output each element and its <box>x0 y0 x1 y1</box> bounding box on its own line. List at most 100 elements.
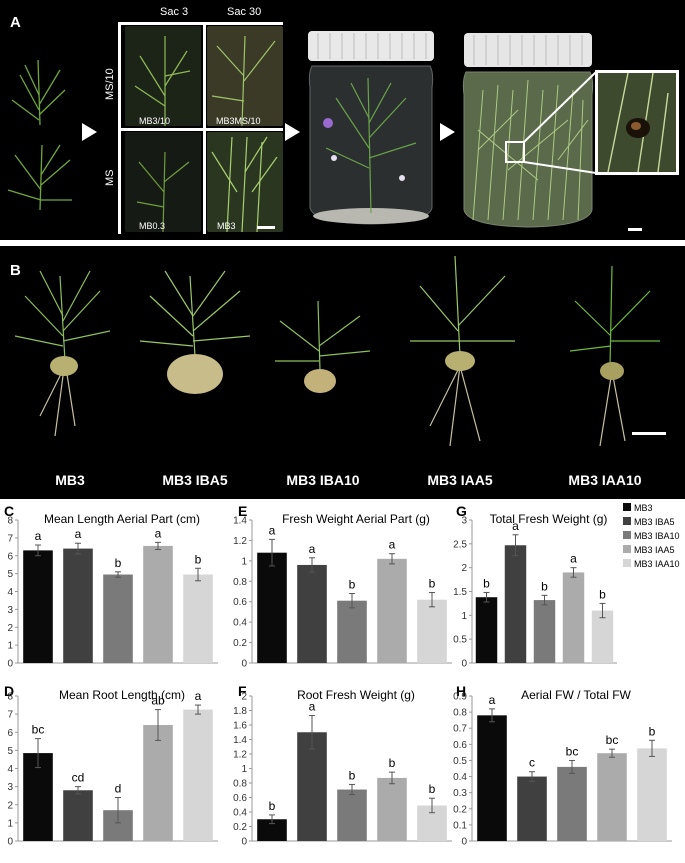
significance-letter: ab <box>151 694 165 708</box>
significance-letter: b <box>649 724 656 738</box>
y-tick-label: 3 <box>7 782 13 793</box>
significance-letter: d <box>115 782 122 796</box>
significance-letter: a <box>389 538 396 552</box>
y-tick-label: 0 <box>461 837 467 848</box>
chart-panel-label: D <box>4 683 14 699</box>
y-tick-label: 2 <box>241 692 247 703</box>
plant-mb3 <box>14 270 111 437</box>
bar <box>557 766 587 841</box>
y-tick-label: 1 <box>241 556 247 567</box>
bar <box>533 600 556 663</box>
explant-photo <box>0 50 78 220</box>
col-label-sac3: Sac 3 <box>160 6 189 18</box>
y-tick-label: 2.5 <box>453 539 467 550</box>
legend-label: MB3 IBA10 <box>634 531 680 541</box>
chart-panel-label: E <box>238 503 247 519</box>
bar <box>562 572 585 663</box>
panel-a-label: A <box>10 14 21 31</box>
y-tick-label: 0.2 <box>233 822 247 833</box>
bar <box>143 545 173 663</box>
significance-letter: cd <box>72 771 85 785</box>
plant-label-1: MB3 <box>55 472 85 488</box>
y-tick-label: 0.7 <box>453 724 467 735</box>
significance-letter: b <box>349 768 356 782</box>
y-tick-label: 3 <box>7 605 13 616</box>
y-tick-label: 0.5 <box>453 756 467 767</box>
bar <box>257 552 287 663</box>
explant-illustration <box>7 59 72 211</box>
bar <box>377 777 407 841</box>
legend-swatch <box>623 545 631 553</box>
y-tick-label: 1.5 <box>453 587 467 598</box>
significance-letter: b <box>541 579 548 593</box>
cell-label-3: MB0.3 <box>139 221 166 231</box>
significance-letter: b <box>115 556 122 570</box>
significance-letter: a <box>570 552 577 566</box>
y-tick-label: 1.4 <box>233 516 247 527</box>
plant-label-5: MB3 IAA10 <box>568 472 642 488</box>
bar <box>297 732 327 841</box>
plant-label-3: MB3 IBA10 <box>286 472 360 488</box>
significance-letter: b <box>269 799 276 813</box>
jar-photo-2 <box>458 30 598 230</box>
bar <box>337 600 367 663</box>
y-tick-label: 1.2 <box>233 750 247 761</box>
y-tick-label: 1 <box>241 764 247 775</box>
y-tick-label: 2 <box>461 563 467 574</box>
legend-label: MB3 IBA5 <box>634 517 675 527</box>
significance-letter: b <box>429 782 436 796</box>
y-tick-label: 0.2 <box>453 804 467 815</box>
bar-charts: C Mean Length Aerial Part (cm) 0 1 2 3 4 5 6 7 8 a a… <box>4 503 680 848</box>
significance-letter: b <box>195 552 202 566</box>
significance-letter: c <box>529 756 535 770</box>
chart-panel-label: C <box>4 503 14 519</box>
significance-letter: b <box>389 756 396 770</box>
y-tick-label: 4 <box>7 764 13 775</box>
arrow-right-icon <box>440 123 455 141</box>
bar <box>63 548 93 663</box>
y-tick-label: 0.1 <box>453 820 467 831</box>
y-tick-label: 0 <box>461 659 467 670</box>
y-tick-label: 0.4 <box>233 808 247 819</box>
chart-panel-label: F <box>238 683 247 699</box>
plant-mb3-iaa10 <box>569 265 660 446</box>
panel-a: A MB3/10 MB3MS/10 MB0.3 MB3 S <box>0 0 685 240</box>
y-tick-label: 6 <box>7 728 13 739</box>
y-tick-label: 1.4 <box>233 735 247 746</box>
significance-letter: a <box>75 527 82 541</box>
plant-label-2: MB3 IBA5 <box>162 472 228 488</box>
legend-swatch <box>623 503 631 511</box>
y-tick-label: 0 <box>241 659 247 670</box>
bar <box>504 545 527 663</box>
bar <box>517 776 547 841</box>
legend-label: MB3 IAA10 <box>634 559 680 569</box>
y-tick-label: 6 <box>7 551 13 562</box>
significance-letter: a <box>195 689 202 703</box>
bar <box>23 550 53 663</box>
y-tick-label: 7 <box>7 533 13 544</box>
y-tick-label: 0.4 <box>453 772 467 783</box>
y-tick-label: 1 <box>461 611 467 622</box>
cell-label-4: MB3 <box>217 221 236 231</box>
legend-swatch <box>623 517 631 525</box>
y-tick-label: 3 <box>461 516 467 527</box>
significance-letter: bc <box>32 723 45 737</box>
y-tick-label: 1.2 <box>233 536 247 547</box>
significance-letter: a <box>512 519 519 533</box>
row-label-ms: MS <box>104 169 116 187</box>
significance-letter: bc <box>606 733 619 747</box>
bar <box>257 819 287 841</box>
y-tick-label: 0 <box>241 837 247 848</box>
panel-b: B MB3 MB3 IBA5 MB3 IBA10 MB3 IAA5 MB3 IA… <box>0 246 685 499</box>
zoom-inset <box>595 70 679 175</box>
bar <box>183 709 213 841</box>
legend-swatch <box>623 531 631 539</box>
cell-label-2: MB3MS/10 <box>216 116 261 126</box>
y-tick-label: 0.8 <box>453 708 467 719</box>
y-tick-label: 1 <box>7 818 13 829</box>
col-label-sac30: Sac 30 <box>227 6 262 18</box>
bar <box>337 789 367 841</box>
plant-mb3-iba5 <box>139 270 251 357</box>
chart-title: Total Fresh Weight (g) <box>490 512 608 526</box>
y-tick-label: 0.5 <box>453 635 467 646</box>
